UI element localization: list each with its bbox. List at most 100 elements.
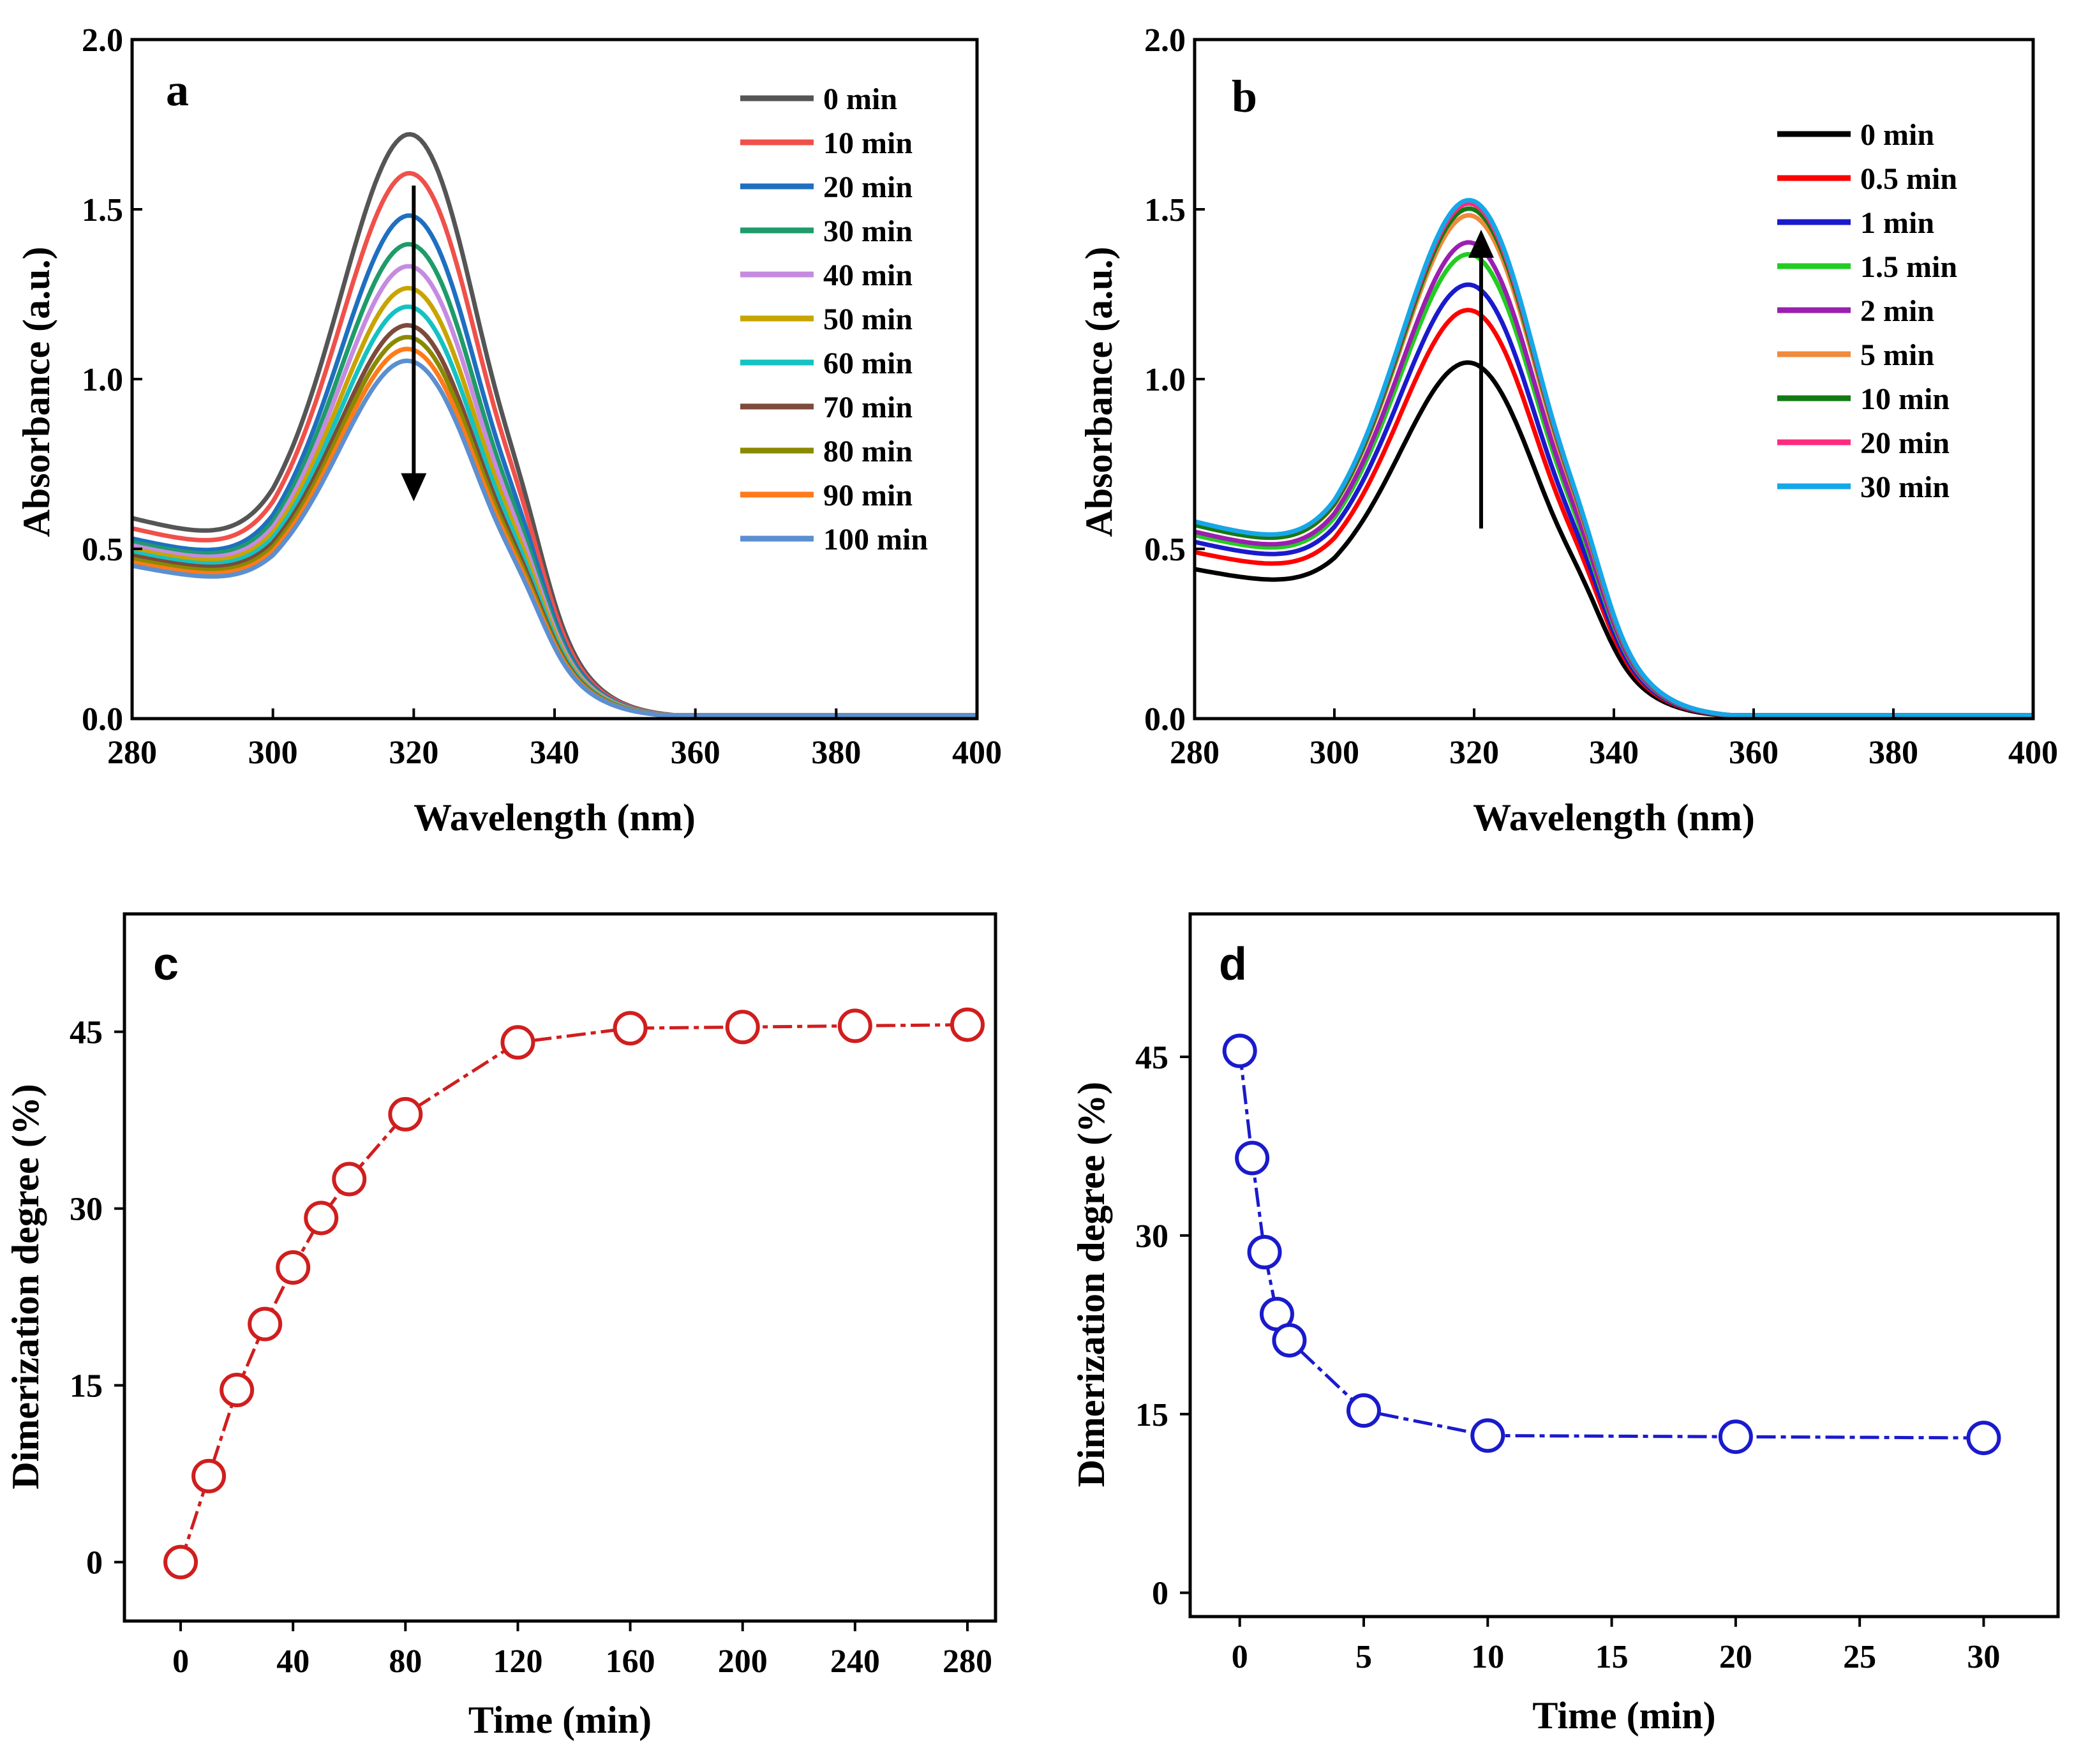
legend-label: 20 min	[823, 170, 913, 204]
legend-label: 70 min	[823, 391, 913, 424]
data-point	[1235, 1140, 1270, 1176]
x-tick-label: 300	[248, 735, 298, 771]
x-tick-label: 280	[1170, 735, 1220, 771]
y-tick-label: 2.0	[1144, 22, 1186, 59]
legend-label: 30 min	[823, 214, 913, 248]
chart-panel-c: 0 40 80 120 160 200 240 280 0 15 30 45 Time (min) Dim…	[4, 912, 997, 1741]
data-point	[388, 1096, 423, 1132]
y-axis-label: Dimerization degree (%)	[1070, 1082, 1112, 1487]
x-axis-label: Wavelength (nm)	[1473, 796, 1755, 839]
data-point	[837, 1008, 872, 1043]
legend-label: 30 min	[1860, 470, 1950, 504]
legend-label: 50 min	[823, 303, 913, 336]
y-tick-label: 1.5	[82, 192, 123, 228]
legend-label: 10 min	[823, 126, 913, 160]
x-tick-label: 400	[952, 735, 1002, 771]
x-tick-label: 380	[811, 735, 861, 771]
x-tick-label: 240	[830, 1643, 880, 1680]
y-tick-label: 0	[1152, 1576, 1168, 1612]
data-point	[1966, 1421, 2001, 1456]
legend-label: 0 min	[1860, 118, 1934, 152]
x-tick-label: 10	[1471, 1639, 1504, 1675]
x-tick-label: 160	[606, 1643, 655, 1680]
data-point	[304, 1200, 339, 1236]
data-point	[725, 1010, 760, 1045]
panel-letter: d	[1219, 939, 1247, 990]
legend-label: 1 min	[1860, 206, 1934, 240]
data-point	[191, 1458, 227, 1493]
x-tick-label: 380	[1869, 735, 1918, 771]
trend-arrow-head	[401, 473, 427, 502]
y-axis-label: Absorbance (a.u.)	[15, 246, 57, 537]
y-tick-label: 1.0	[82, 362, 123, 398]
y-tick-label: 45	[1135, 1040, 1168, 1076]
x-tick-label: 300	[1309, 735, 1359, 771]
y-tick-label: 0.5	[82, 532, 123, 568]
x-tick-label: 320	[389, 735, 438, 771]
x-tick-label: 20	[1719, 1639, 1752, 1675]
data-point	[248, 1306, 283, 1342]
x-tick-label: 120	[493, 1643, 542, 1680]
chart-panel-a: 280 300 320 340 360 380 400 0.0 0.5 1.0 1.5 2.0 Wave…	[15, 22, 1002, 839]
data-point	[613, 1011, 648, 1046]
y-tick-label: 15	[70, 1368, 103, 1405]
x-tick-label: 340	[530, 735, 579, 771]
x-tick-label: 5	[1355, 1639, 1372, 1675]
legend-label: 100 min	[823, 523, 928, 557]
data-point	[1470, 1418, 1505, 1453]
panel-letter: c	[153, 939, 179, 990]
chart-panel-d: 0 5 10 15 20 25 30 0 15 30 45 Time (min) Dimerizatio…	[1070, 912, 2060, 1737]
legend-label: 20 min	[1860, 426, 1950, 460]
x-tick-label: 40	[276, 1643, 310, 1680]
data-point	[276, 1250, 311, 1285]
x-tick-label: 30	[1967, 1639, 2000, 1675]
y-tick-label: 45	[70, 1015, 103, 1051]
x-tick-label: 280	[943, 1643, 992, 1680]
x-tick-label: 15	[1595, 1639, 1629, 1675]
data-point	[1222, 1033, 1257, 1068]
x-tick-label: 0	[1232, 1639, 1248, 1675]
data-point	[500, 1025, 535, 1060]
legend-label: 60 min	[823, 347, 913, 380]
x-axis-label: Time (min)	[1532, 1694, 1715, 1737]
legend-label: 40 min	[823, 258, 913, 292]
series-line	[179, 1023, 968, 1563]
x-tick-label: 280	[107, 735, 157, 771]
legend-label: 0.5 min	[1860, 162, 1957, 196]
y-tick-label: 0	[86, 1545, 103, 1581]
data-point	[1247, 1234, 1282, 1269]
x-tick-label: 0	[172, 1643, 189, 1680]
y-tick-label: 15	[1135, 1397, 1168, 1433]
x-tick-label: 80	[389, 1643, 422, 1680]
x-axis-label: Wavelength (nm)	[414, 796, 696, 839]
y-tick-label: 1.0	[1144, 362, 1186, 398]
x-tick-label: 320	[1449, 735, 1499, 771]
legend-label: 1.5 min	[1860, 250, 1957, 284]
legend-label: 0 min	[823, 82, 897, 116]
legend-label: 90 min	[823, 479, 913, 512]
x-tick-label: 360	[671, 735, 720, 771]
x-axis-label: Time (min)	[468, 1699, 652, 1741]
y-axis-label: Absorbance (a.u.)	[1078, 246, 1120, 537]
data-point	[220, 1373, 255, 1408]
data-point	[1347, 1393, 1381, 1428]
y-tick-label: 0.5	[1144, 532, 1186, 568]
x-tick-label: 360	[1729, 735, 1779, 771]
y-tick-label: 30	[1135, 1218, 1168, 1255]
trend-arrow-head	[1468, 229, 1494, 258]
data-point	[1272, 1323, 1307, 1358]
x-tick-label: 340	[1589, 735, 1639, 771]
plot-frame	[1188, 912, 2060, 1618]
panel-letter: b	[1232, 71, 1257, 122]
x-tick-label: 400	[2008, 735, 2058, 771]
y-axis-label: Dimerization degree (%)	[4, 1084, 47, 1489]
data-point	[163, 1544, 198, 1580]
legend-label: 80 min	[823, 435, 913, 468]
data-point	[332, 1162, 367, 1197]
series-line	[1238, 1050, 1984, 1440]
panel-letter: a	[166, 64, 189, 116]
legend-label: 5 min	[1860, 338, 1934, 372]
data-point	[1718, 1419, 1753, 1454]
x-tick-label: 25	[1843, 1639, 1876, 1675]
